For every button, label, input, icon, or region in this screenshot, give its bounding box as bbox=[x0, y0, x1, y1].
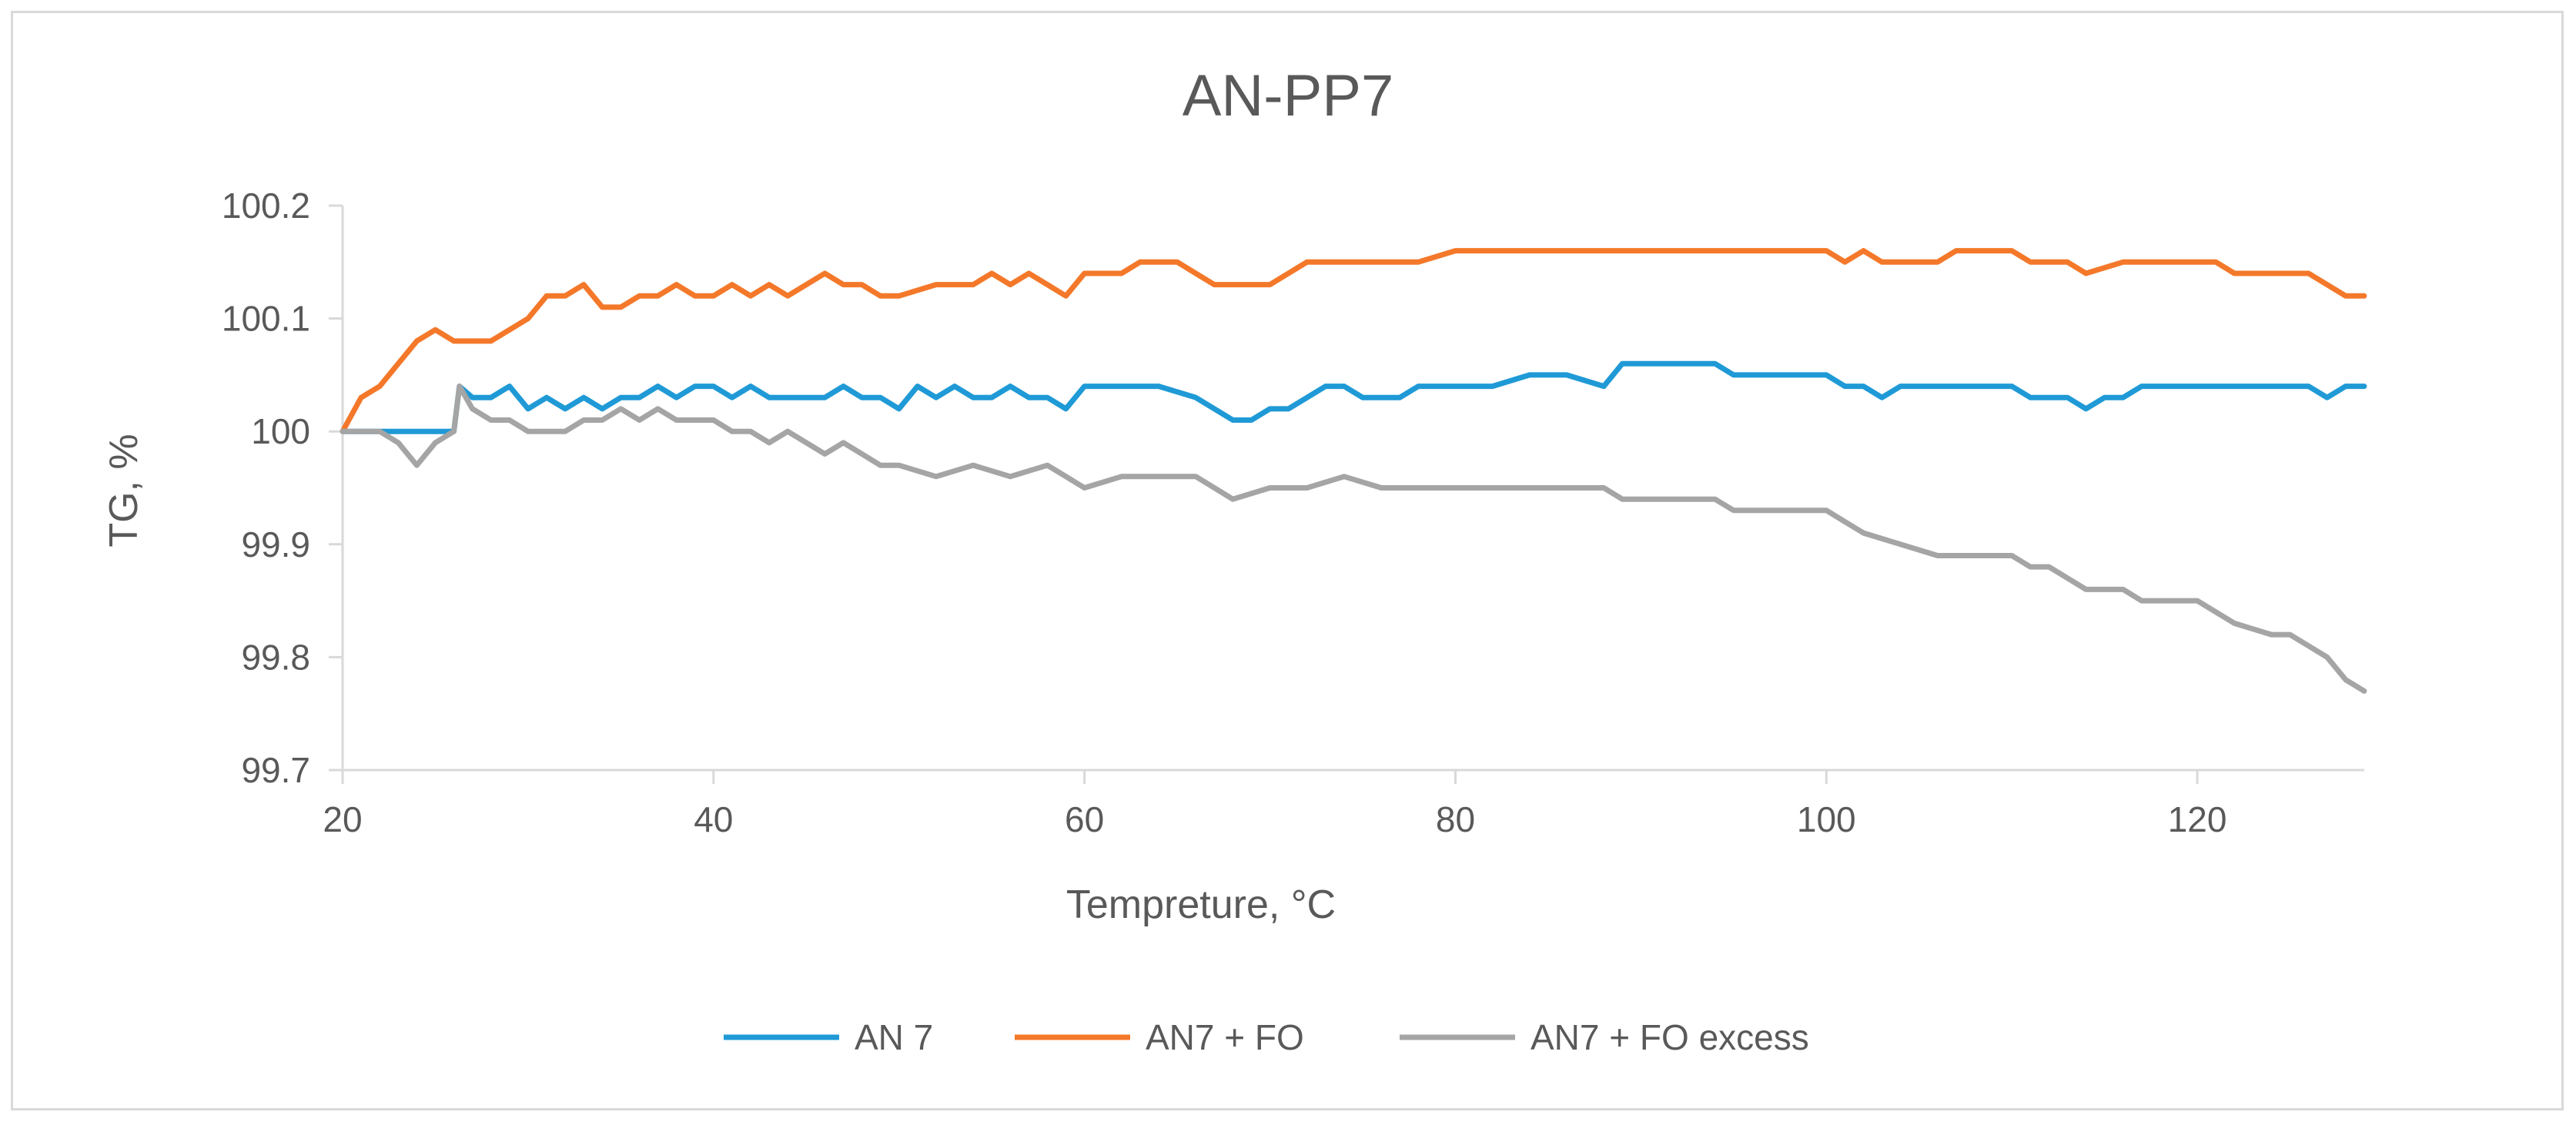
legend-label-3: AN7 + FO excess bbox=[1531, 1017, 1809, 1057]
y-tick-label: 100.1 bbox=[222, 299, 310, 339]
x-tick-label: 40 bbox=[694, 799, 733, 839]
y-tick-label: 100 bbox=[251, 411, 310, 451]
y-tick-label: 100.2 bbox=[222, 186, 310, 226]
chart-frame bbox=[11, 11, 2564, 1110]
y-tick-label: 99.9 bbox=[241, 524, 310, 564]
series-line-2 bbox=[340, 248, 2367, 434]
x-tick-label: 20 bbox=[323, 799, 362, 839]
y-tick-label: 99.8 bbox=[241, 637, 310, 677]
chart-title: AN-PP7 bbox=[1183, 63, 1394, 129]
y-axis-title: TG, % bbox=[102, 434, 146, 547]
legend-label-1: AN 7 bbox=[855, 1017, 933, 1057]
series-line-3 bbox=[340, 383, 2367, 694]
legend-label-2: AN7 + FO bbox=[1146, 1017, 1304, 1057]
x-tick-label: 60 bbox=[1065, 799, 1104, 839]
x-tick-label: 100 bbox=[1797, 799, 1856, 839]
y-tick-label: 99.7 bbox=[241, 750, 310, 790]
series-line-1 bbox=[340, 360, 2367, 434]
series-group bbox=[340, 248, 2367, 694]
x-axis-ticks: 20 40 60 80 100 120 bbox=[323, 770, 2226, 839]
y-axis-ticks: 99.7 99.8 99.9 100 100.1 100.2 bbox=[222, 186, 343, 790]
x-tick-label: 120 bbox=[2168, 799, 2227, 839]
x-axis-title: Tempreture, °C bbox=[1066, 883, 1336, 927]
legend: AN 7 AN7 + FO AN7 + FO excess bbox=[724, 1017, 1809, 1057]
x-tick-label: 80 bbox=[1436, 799, 1475, 839]
